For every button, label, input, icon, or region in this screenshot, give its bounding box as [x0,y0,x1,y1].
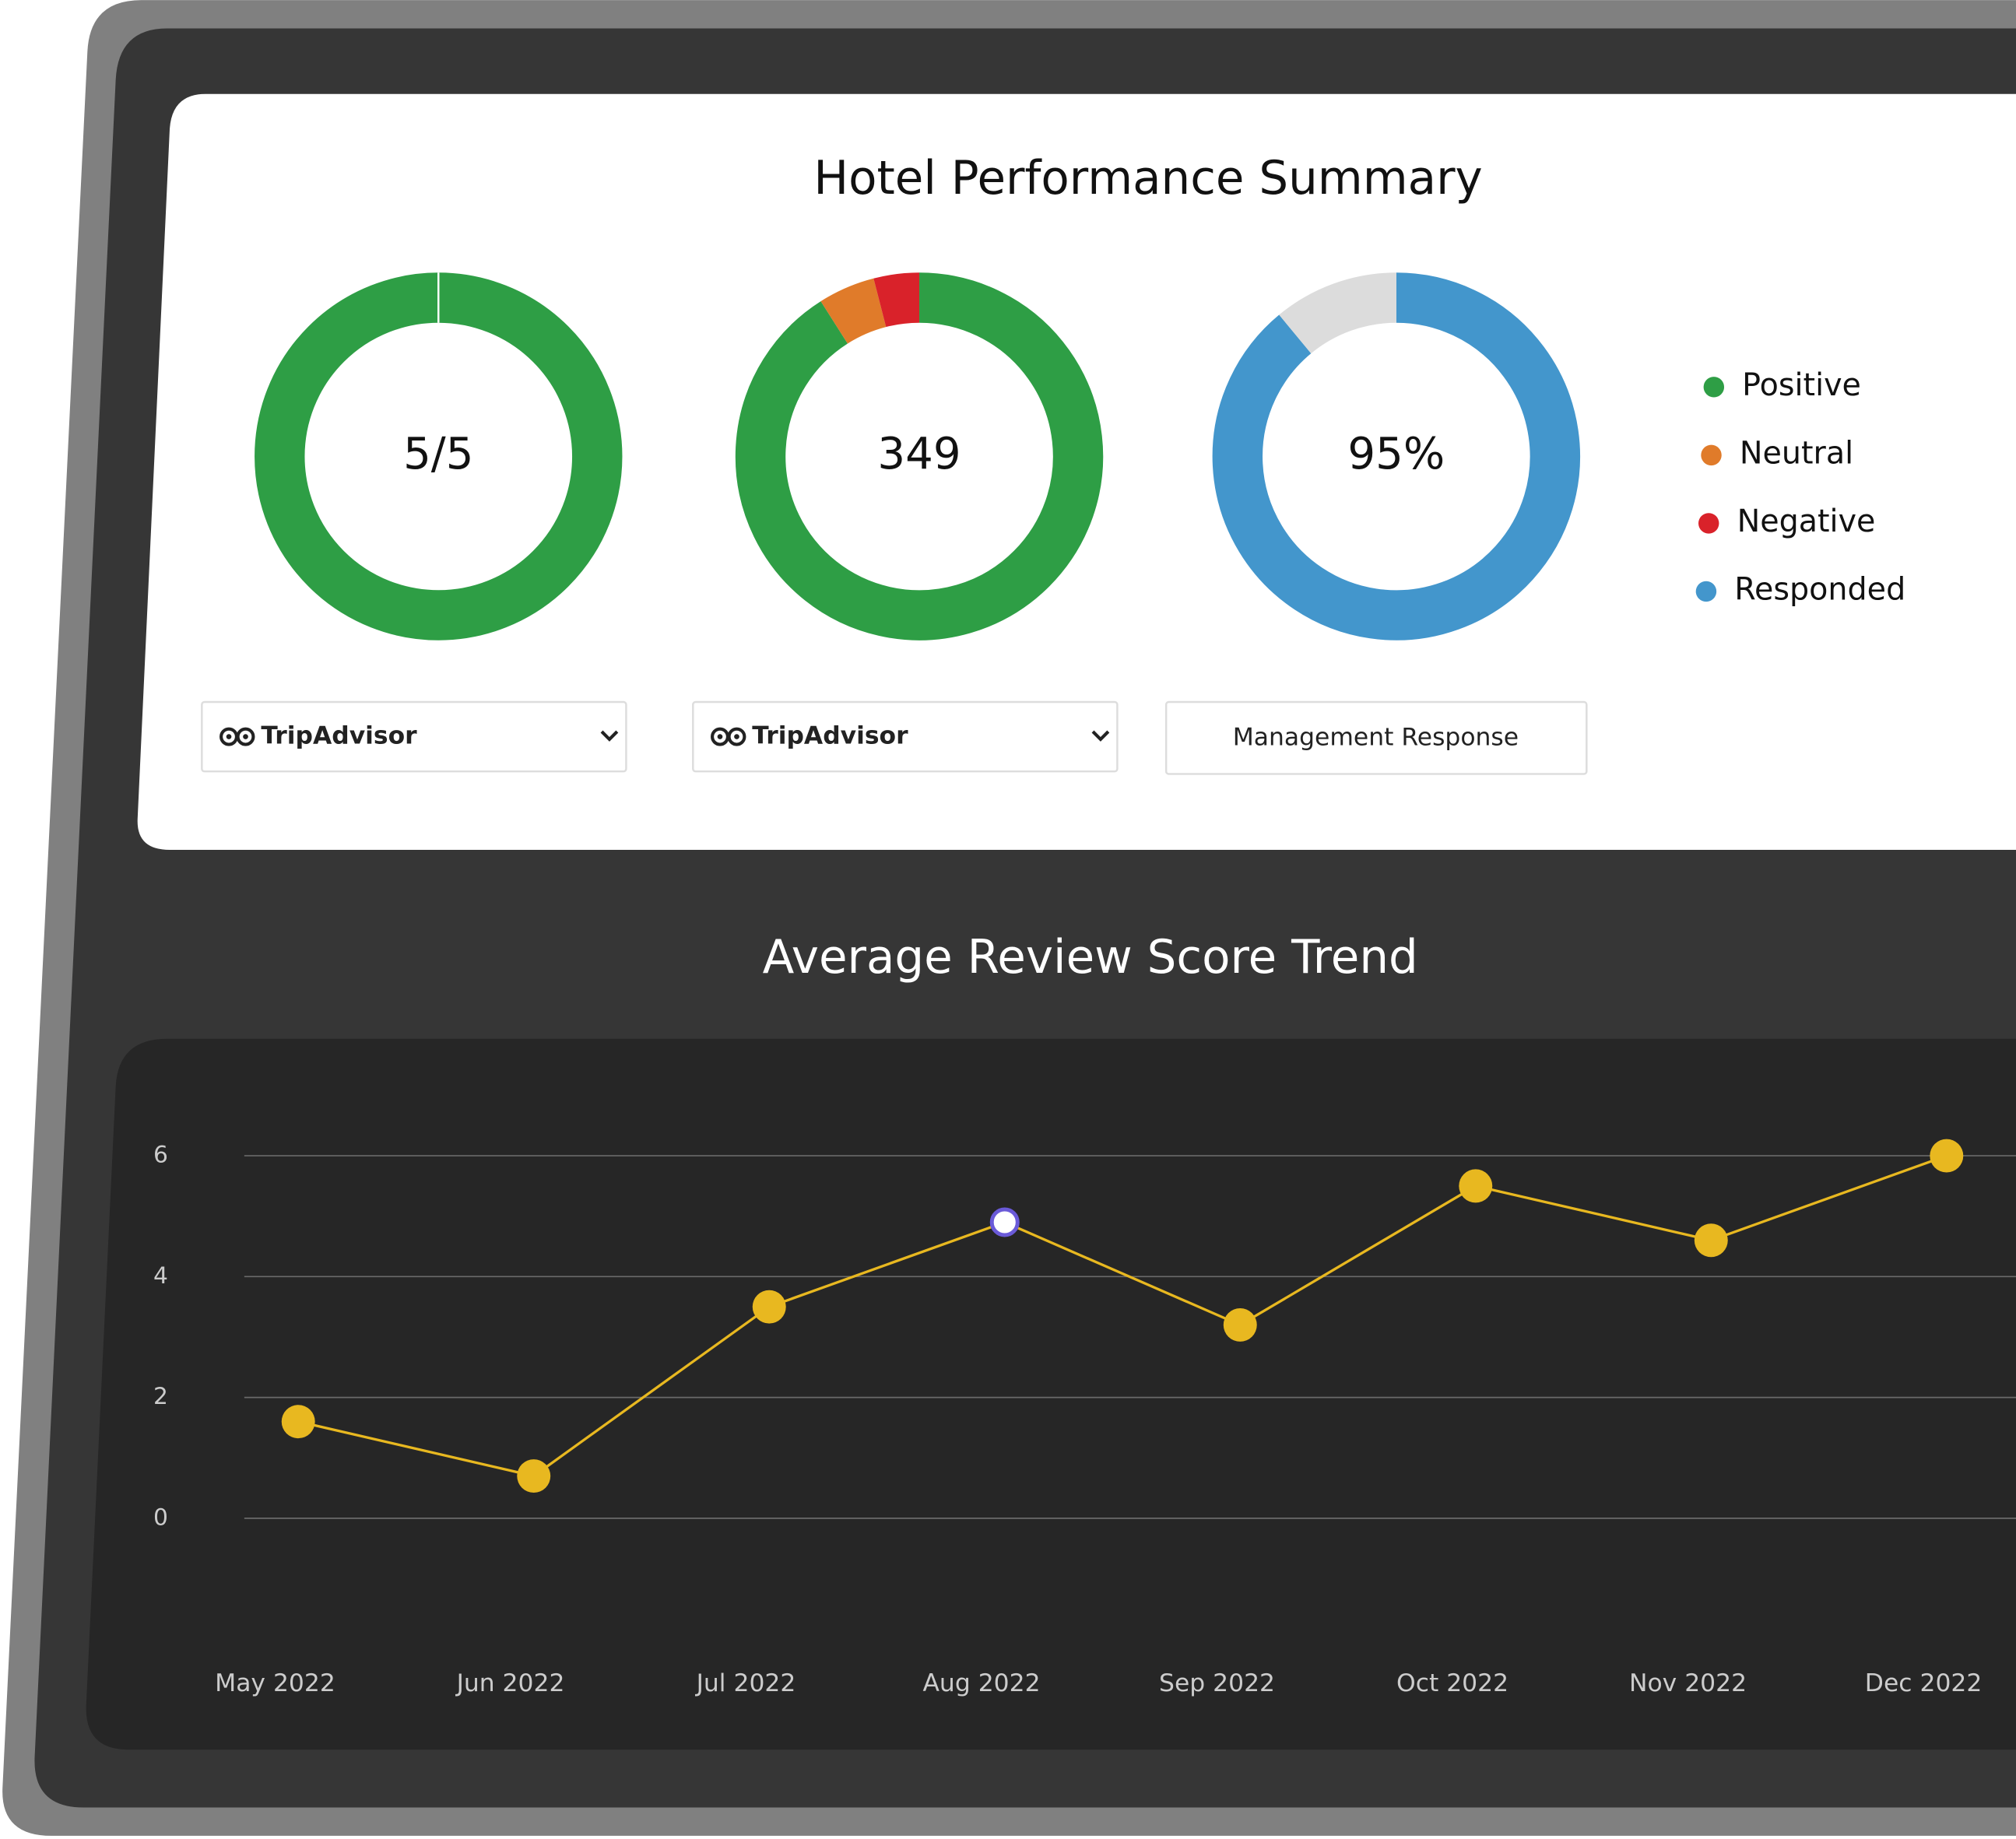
summary-title: Hotel Performance Summary [813,152,1482,205]
x-tick-label: Oct 2022 [1396,1669,1508,1697]
owl-icon [236,727,255,746]
data-point [517,1459,551,1493]
dropdown-box [692,700,1119,773]
dropdown-box [201,700,627,773]
trend-title: Average Review Score Trend [763,931,1418,984]
data-point [1930,1139,1964,1173]
trend-panel [86,1038,2016,1750]
y-tick-label: 4 [153,1262,168,1290]
data-point [1223,1307,1257,1342]
x-tick-label: Nov 2022 [1629,1669,1747,1697]
legend-label: Responded [1734,571,1905,607]
owl-icon [727,727,746,746]
legend-dot [1695,581,1717,602]
donut-center-label: 95% [1347,429,1445,479]
x-tick-label: Jun 2022 [455,1669,565,1697]
y-tick-label: 2 [153,1383,168,1410]
legend-label: Positive [1742,367,1861,403]
chevron [1091,730,1110,742]
data-point [281,1405,315,1439]
x-tick-label: May 2022 [215,1669,335,1697]
button-box [1164,700,1588,775]
donut-segment [1279,272,1397,354]
data-point [1694,1223,1728,1258]
owl-icon [243,734,248,739]
donut-segment [1212,272,1581,640]
donut-center-label: 349 [877,429,961,479]
dropdown-label: TripAdvisor [752,722,908,750]
donut-segment [820,278,887,344]
legend-dot [1698,513,1719,534]
donut-center-label: 5/5 [403,429,473,479]
x-tick-label: Jul 2022 [695,1669,796,1697]
owl-icon [734,734,739,739]
chevron [600,730,619,742]
donut-segment [735,272,1104,640]
owl-icon [226,734,232,739]
button-label: Management Response [1233,723,1519,751]
data-point [989,1207,1020,1237]
legend-dot [1701,444,1722,466]
owl-icon [717,734,723,739]
source-dropdown[interactable]: TripAdvisor [201,700,627,773]
x-tick-label: Dec 2022 [1865,1669,1983,1697]
y-tick-label: 6 [153,1142,168,1169]
dropdown-label: TripAdvisor [261,722,417,750]
legend-dot [1703,377,1725,398]
response-button[interactable]: Management Response [1164,700,1588,775]
legend-label: Negative [1737,504,1876,539]
data-point [1459,1169,1493,1203]
donut-segment [873,272,920,328]
trend-line [297,1154,1948,1478]
x-tick-label: Aug 2022 [922,1669,1040,1697]
legend-label: Neutral [1740,435,1853,471]
data-point [752,1290,786,1324]
y-tick-label: 0 [153,1504,168,1531]
source-dropdown[interactable]: TripAdvisor [692,700,1119,773]
x-tick-label: Sep 2022 [1159,1669,1275,1697]
